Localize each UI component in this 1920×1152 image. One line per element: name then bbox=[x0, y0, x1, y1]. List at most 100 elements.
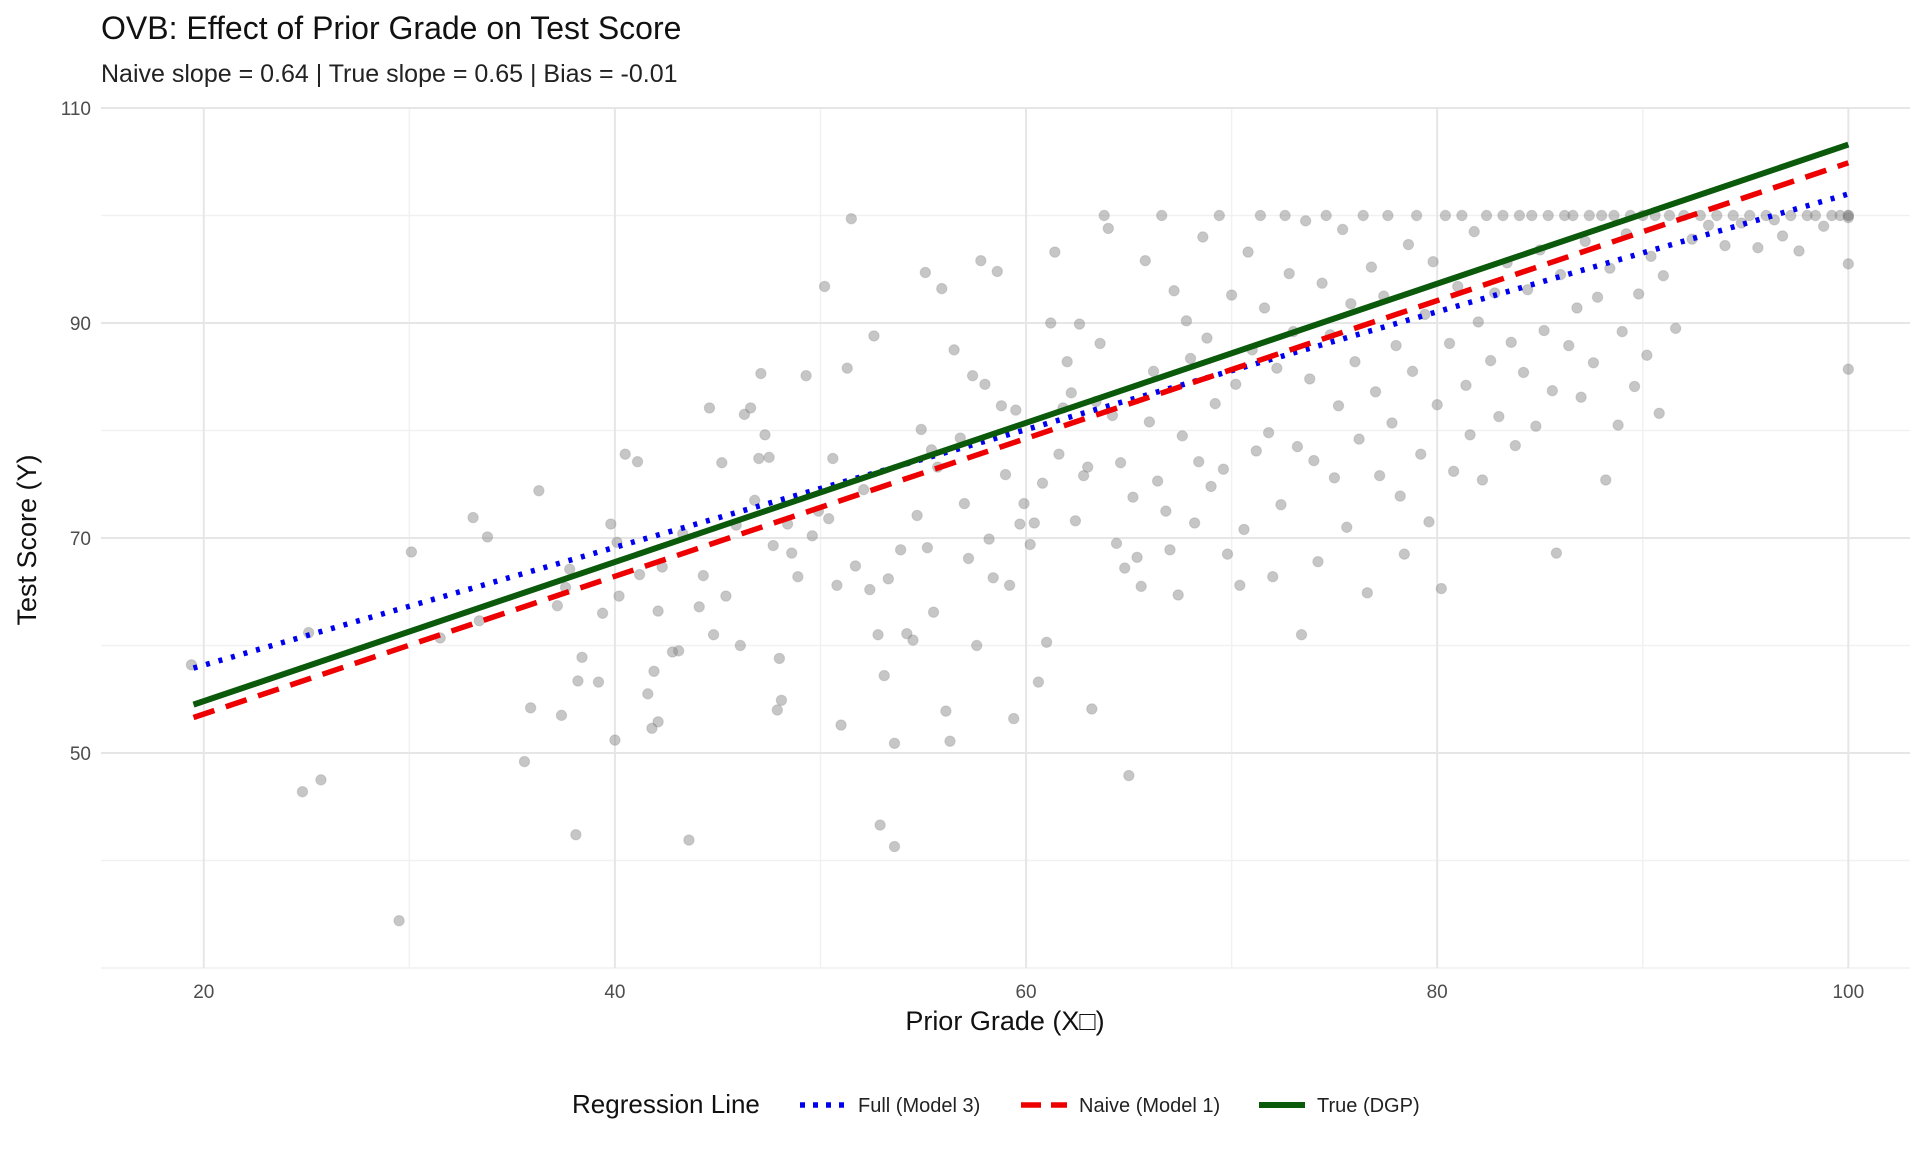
data-point bbox=[1793, 245, 1805, 257]
data-point bbox=[1267, 571, 1279, 583]
data-point bbox=[1193, 455, 1205, 468]
x-tick-label: 20 bbox=[193, 982, 214, 1003]
data-point bbox=[888, 737, 901, 750]
data-point bbox=[1213, 209, 1225, 222]
data-point bbox=[1809, 209, 1822, 222]
data-point bbox=[716, 457, 728, 469]
data-point bbox=[921, 541, 934, 554]
data-point bbox=[759, 429, 771, 441]
data-point bbox=[1595, 209, 1608, 222]
data-point bbox=[971, 639, 983, 652]
data-point bbox=[1386, 417, 1398, 429]
data-point bbox=[845, 213, 858, 225]
legend-label: Full (Model 3) bbox=[858, 1095, 980, 1117]
data-point bbox=[1653, 407, 1665, 419]
data-point bbox=[738, 408, 751, 421]
data-point bbox=[592, 676, 605, 688]
data-point bbox=[1254, 209, 1267, 222]
data-point bbox=[1143, 416, 1156, 428]
data-point bbox=[1201, 332, 1213, 344]
data-point bbox=[648, 665, 660, 677]
data-point bbox=[1156, 209, 1168, 222]
data-point bbox=[995, 400, 1008, 412]
data-point bbox=[763, 451, 775, 464]
data-point bbox=[1567, 209, 1579, 222]
data-point bbox=[1743, 209, 1756, 222]
data-point bbox=[1509, 439, 1522, 452]
data-point bbox=[1423, 516, 1435, 528]
data-point bbox=[720, 590, 732, 602]
legend-entry: True (DGP) bbox=[1259, 1095, 1420, 1117]
data-point bbox=[1472, 316, 1485, 328]
data-point bbox=[987, 572, 999, 584]
data-point bbox=[1752, 242, 1764, 254]
data-point bbox=[1513, 209, 1526, 222]
data-point bbox=[1382, 209, 1394, 222]
legend-entry: Naive (Model 1) bbox=[1021, 1095, 1220, 1117]
data-point bbox=[786, 547, 798, 559]
legend-label: Naive (Model 1) bbox=[1079, 1095, 1220, 1117]
data-point bbox=[1045, 317, 1057, 329]
data-point bbox=[1135, 580, 1147, 593]
data-point bbox=[1435, 582, 1448, 595]
data-point bbox=[1110, 537, 1123, 550]
y-tick-label: 110 bbox=[61, 99, 91, 120]
data-point bbox=[999, 468, 1012, 481]
data-point bbox=[1353, 433, 1365, 445]
data-point bbox=[1591, 291, 1604, 303]
data-point bbox=[1069, 515, 1082, 527]
data-point bbox=[315, 774, 327, 786]
data-point bbox=[467, 511, 479, 524]
data-point bbox=[1669, 322, 1682, 335]
data-point bbox=[1365, 261, 1378, 273]
data-point bbox=[800, 369, 812, 382]
data-point bbox=[1702, 219, 1715, 231]
chart-subtitle: Naive slope = 0.64 | True slope = 0.65 |… bbox=[101, 60, 678, 88]
data-point bbox=[1262, 426, 1275, 439]
data-point bbox=[1842, 363, 1855, 375]
legend-label: True (DGP) bbox=[1317, 1095, 1420, 1117]
legend: Regression Line Full (Model 3) Naive (Mod… bbox=[572, 1089, 1420, 1119]
data-point bbox=[1546, 385, 1559, 397]
data-point bbox=[1530, 420, 1542, 432]
data-point bbox=[1641, 349, 1653, 361]
data-point bbox=[1373, 469, 1386, 482]
data-point bbox=[1628, 380, 1641, 393]
data-point bbox=[1209, 397, 1221, 410]
data-point bbox=[1188, 517, 1201, 529]
data-point bbox=[1826, 209, 1838, 222]
data-point bbox=[1086, 703, 1098, 715]
data-point bbox=[818, 280, 831, 293]
data-point bbox=[1410, 209, 1423, 222]
data-point bbox=[551, 600, 564, 612]
data-point bbox=[1398, 548, 1411, 560]
data-point bbox=[1283, 267, 1295, 280]
data-point bbox=[1164, 544, 1176, 556]
data-point bbox=[831, 579, 843, 591]
data-point bbox=[767, 539, 779, 552]
data-point bbox=[1123, 769, 1135, 782]
data-point bbox=[1221, 548, 1234, 560]
data-point bbox=[1632, 288, 1645, 300]
data-point bbox=[944, 735, 956, 747]
data-point bbox=[744, 402, 757, 414]
data-point bbox=[1431, 399, 1443, 411]
data-point bbox=[1160, 505, 1172, 517]
data-point bbox=[1394, 490, 1406, 502]
data-point bbox=[1427, 256, 1439, 268]
x-tick-label: 60 bbox=[1015, 982, 1036, 1003]
data-point bbox=[570, 829, 582, 841]
x-tick-label: 40 bbox=[604, 982, 625, 1003]
data-point bbox=[563, 563, 576, 575]
data-point bbox=[1328, 472, 1341, 484]
data-point bbox=[1032, 676, 1045, 688]
data-point bbox=[1505, 336, 1517, 349]
data-point bbox=[1127, 491, 1139, 503]
data-point bbox=[609, 734, 621, 746]
data-point bbox=[1406, 365, 1419, 378]
scatter-points bbox=[185, 209, 1855, 927]
data-point bbox=[1484, 354, 1497, 367]
data-point bbox=[1608, 209, 1620, 222]
data-point bbox=[1061, 356, 1073, 368]
